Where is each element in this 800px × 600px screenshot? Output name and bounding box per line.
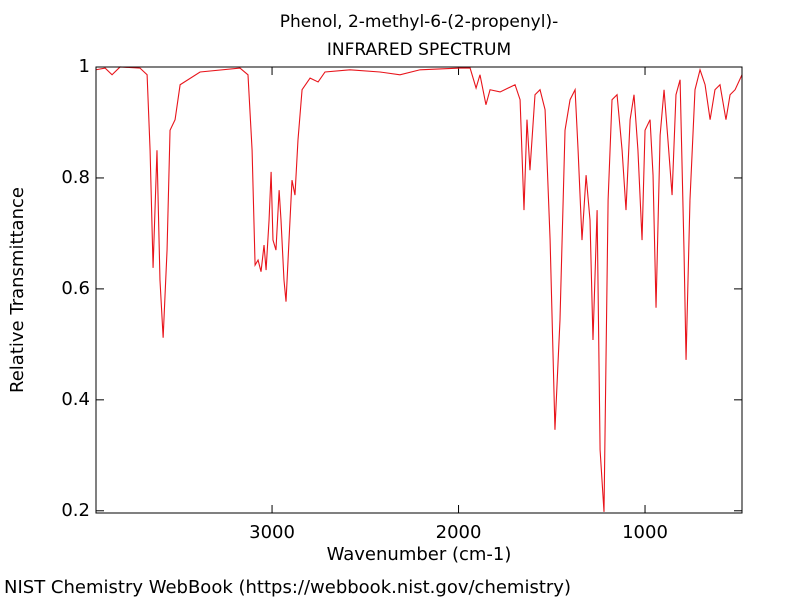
x-tick-label: 3000 bbox=[249, 522, 295, 543]
y-tick-label: 1 bbox=[79, 56, 90, 77]
y-axis-label: Relative Transmittance bbox=[7, 187, 28, 393]
y-tick-label: 0.4 bbox=[61, 389, 90, 410]
spectrum-line bbox=[95, 66, 743, 512]
x-tick-label: 1000 bbox=[622, 522, 668, 543]
x-axis-label: Wavenumber (cm-1) bbox=[327, 544, 512, 565]
plot-frame bbox=[95, 66, 743, 514]
chart-subtitle: INFRARED SPECTRUM bbox=[327, 40, 511, 60]
credit: NIST Chemistry WebBook (https://webbook.… bbox=[4, 577, 571, 598]
y-tick-label: 0.2 bbox=[61, 500, 90, 521]
chart-title: Phenol, 2-methyl-6-(2-propenyl)- bbox=[280, 12, 558, 32]
y-tick-label: 0.8 bbox=[61, 167, 90, 188]
x-tick-label: 2000 bbox=[436, 522, 482, 543]
y-tick-label: 0.6 bbox=[61, 278, 90, 299]
